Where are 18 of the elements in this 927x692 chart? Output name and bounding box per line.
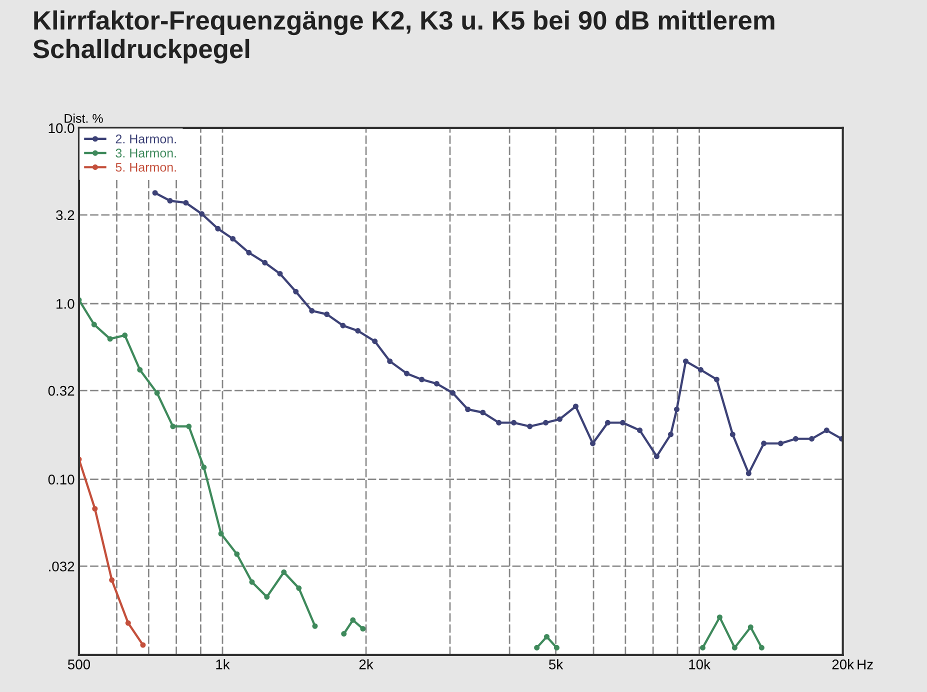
y-tick-label: 3.2 <box>56 210 74 220</box>
x-tick-label: 10k <box>689 659 711 670</box>
chart-title: Klirrfaktor-Frequenzgänge K2, K3 u. K5 bei 90 dB mittlerem Schalldruckpegel <box>33 10 774 64</box>
x-tick-label: 2k <box>359 659 374 670</box>
y-tick-label: .032 <box>49 562 74 572</box>
x-tick-label: 20k <box>832 659 854 670</box>
y-tick-label: 0.10 <box>48 474 74 484</box>
y-axis-title: Dist. % <box>64 114 103 123</box>
legend-label: 5. Harmon. <box>116 162 176 172</box>
y-tick-label: 0.32 <box>48 386 74 396</box>
x-tick-label: 500 <box>68 660 90 670</box>
x-tick-label: 1k <box>216 659 230 670</box>
legend-label: 3. Harmon. <box>116 148 176 158</box>
y-tick-label: 10.0 <box>48 123 74 134</box>
x-tick-label: 5k <box>548 659 564 670</box>
y-tick-label: 1.0 <box>56 298 74 309</box>
x-axis-title: Hz <box>858 660 873 670</box>
legend-label: 2. Harmon. <box>116 134 176 144</box>
